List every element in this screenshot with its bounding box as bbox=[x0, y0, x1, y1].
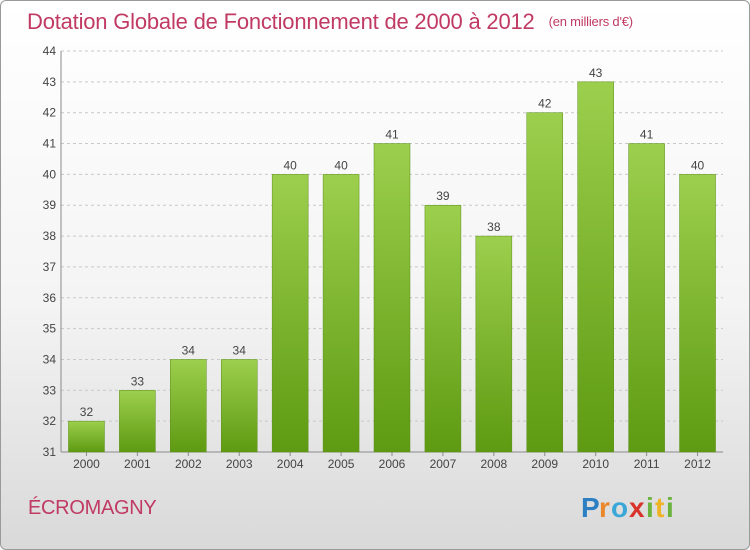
bar-value-label: 41 bbox=[385, 128, 399, 142]
chart-title-text: Dotation Globale de Fonctionnement de 20… bbox=[27, 9, 535, 34]
svg-text:i: i bbox=[666, 492, 674, 523]
x-tick-label: 2007 bbox=[430, 457, 457, 471]
y-tick-label: 31 bbox=[43, 445, 57, 459]
labels: 31 32 33 34 35 36 37 38 39 40 41 42 43 44 32 2000 33 2001… bbox=[43, 44, 712, 471]
proxiti-logo: P r o x i t i bbox=[581, 492, 674, 523]
bar bbox=[373, 143, 411, 453]
bar-value-label: 41 bbox=[640, 128, 654, 142]
bar bbox=[577, 81, 614, 453]
bar-value-label: 40 bbox=[691, 158, 705, 172]
bars bbox=[68, 81, 716, 453]
y-tick-label: 39 bbox=[43, 198, 57, 212]
bar-value-label: 32 bbox=[80, 405, 94, 419]
chart-unit: (en milliers d'€) bbox=[548, 14, 634, 29]
bar bbox=[68, 420, 105, 453]
bar-value-label: 40 bbox=[283, 158, 297, 172]
y-tick-label: 32 bbox=[43, 414, 57, 428]
x-tick-label: 2001 bbox=[124, 457, 151, 471]
svg-text:r: r bbox=[599, 492, 610, 523]
bar bbox=[322, 174, 360, 453]
bar-value-label: 38 bbox=[487, 220, 501, 234]
bar bbox=[679, 174, 716, 453]
bar bbox=[119, 390, 156, 453]
x-tick-label: 2011 bbox=[634, 457, 660, 471]
bar bbox=[220, 359, 258, 453]
bar-value-label: 43 bbox=[589, 66, 603, 80]
x-tick-label: 2004 bbox=[277, 457, 304, 471]
bar-value-label: 39 bbox=[436, 189, 450, 203]
bar bbox=[424, 204, 462, 453]
commune-name: ÉCROMAGNY bbox=[28, 497, 157, 519]
y-tick-label: 36 bbox=[43, 291, 57, 305]
y-tick-label: 41 bbox=[43, 137, 57, 151]
x-tick-label: 2010 bbox=[582, 457, 609, 471]
y-tick-label: 34 bbox=[43, 352, 57, 366]
y-tick-label: 35 bbox=[43, 322, 57, 336]
bar-value-label: 42 bbox=[538, 97, 552, 111]
svg-text:x: x bbox=[629, 492, 645, 523]
bar bbox=[526, 112, 564, 453]
bar bbox=[628, 143, 665, 453]
svg-text:P: P bbox=[581, 492, 600, 523]
y-tick-label: 42 bbox=[43, 106, 57, 120]
bar bbox=[475, 235, 513, 453]
svg-text:o: o bbox=[611, 492, 628, 523]
bar bbox=[170, 359, 207, 453]
y-tick-label: 38 bbox=[43, 229, 57, 243]
y-tick-label: 44 bbox=[43, 44, 57, 58]
x-tick-label: 2008 bbox=[480, 457, 507, 471]
x-tick-label: 2003 bbox=[226, 457, 253, 471]
x-tick-label: 2000 bbox=[73, 457, 100, 471]
x-tick-label: 2002 bbox=[175, 457, 202, 471]
chart-title: Dotation Globale de Fonctionnement de 20… bbox=[27, 9, 633, 35]
x-tick-label: 2012 bbox=[684, 457, 711, 471]
bar-value-label: 34 bbox=[182, 343, 196, 357]
y-tick-label: 40 bbox=[43, 167, 57, 181]
bar-value-label: 34 bbox=[233, 343, 247, 357]
bar-value-label: 33 bbox=[131, 374, 145, 388]
x-tick-label: 2005 bbox=[328, 457, 355, 471]
y-tick-label: 37 bbox=[43, 260, 57, 274]
bar bbox=[271, 174, 309, 453]
x-tick-label: 2006 bbox=[379, 457, 406, 471]
bar-value-label: 40 bbox=[334, 158, 348, 172]
x-tick-label: 2009 bbox=[531, 457, 558, 471]
y-tick-label: 43 bbox=[43, 75, 57, 89]
y-tick-label: 33 bbox=[43, 383, 57, 397]
svg-text:i: i bbox=[646, 492, 654, 523]
svg-text:t: t bbox=[655, 492, 664, 523]
